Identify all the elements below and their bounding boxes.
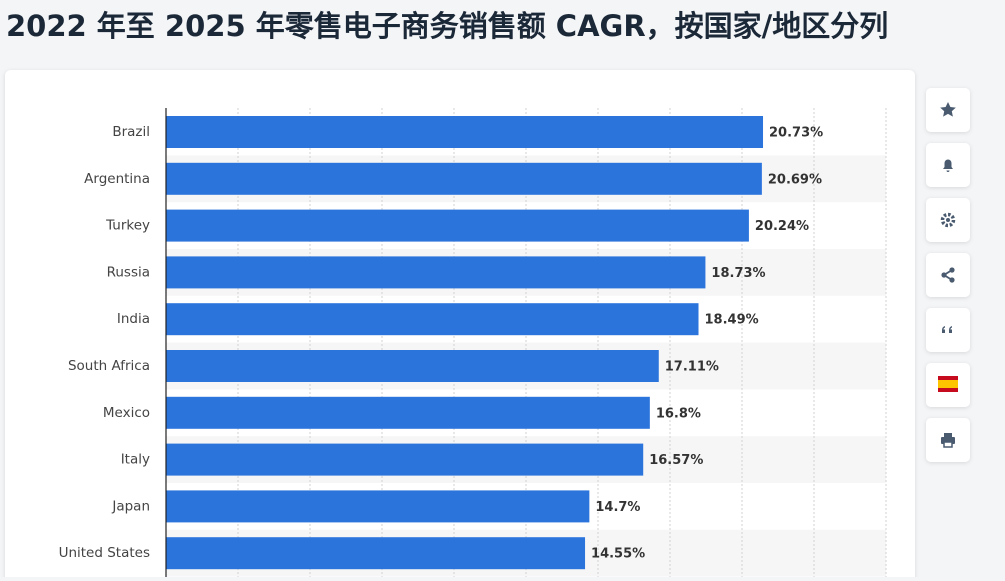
y-tick-label: United States (59, 545, 150, 561)
value-label: 14.7% (595, 500, 640, 515)
value-label: 16.57% (649, 453, 703, 468)
value-label: 20.73% (769, 126, 823, 141)
value-label: 14.55% (591, 547, 645, 562)
y-tick-label: Mexico (103, 405, 150, 421)
print-button[interactable] (926, 418, 970, 462)
value-label: 17.11% (665, 360, 719, 375)
bar (166, 162, 762, 195)
value-label: 18.49% (705, 313, 759, 328)
bar (166, 209, 749, 242)
bar (166, 256, 706, 289)
settings-button[interactable] (926, 198, 970, 242)
y-tick-label: Argentina (84, 171, 150, 187)
share-button[interactable] (926, 253, 970, 297)
plot: Brazil 20.73% Argentina 20.69% Turkey 20.24% R… (59, 108, 887, 577)
notification-button[interactable] (926, 143, 970, 187)
bar (166, 396, 650, 429)
bar (166, 443, 644, 476)
bar (166, 537, 586, 570)
favorite-button[interactable] (926, 88, 970, 132)
value-label: 20.24% (755, 219, 809, 234)
cite-button[interactable] (926, 308, 970, 352)
y-tick-label: South Africa (68, 358, 150, 374)
y-tick-label: Russia (107, 264, 150, 280)
bar (166, 116, 764, 148)
toolbar (926, 88, 970, 462)
bar (166, 303, 699, 336)
bar (166, 350, 659, 382)
y-tick-label: Brazil (112, 124, 150, 140)
y-tick-label: Turkey (105, 218, 150, 234)
value-label: 16.8% (656, 406, 701, 421)
value-label: 20.69% (768, 172, 822, 187)
y-tick-label: Italy (121, 452, 150, 468)
y-tick-label: India (117, 311, 150, 327)
language-button[interactable] (926, 363, 970, 407)
value-label: 18.73% (711, 266, 765, 281)
y-tick-label: Japan (111, 498, 150, 514)
bar (166, 490, 590, 523)
page-title: 2022 年至 2025 年零售电子商务销售额 CAGR，按国家/地区分列 (6, 9, 888, 43)
